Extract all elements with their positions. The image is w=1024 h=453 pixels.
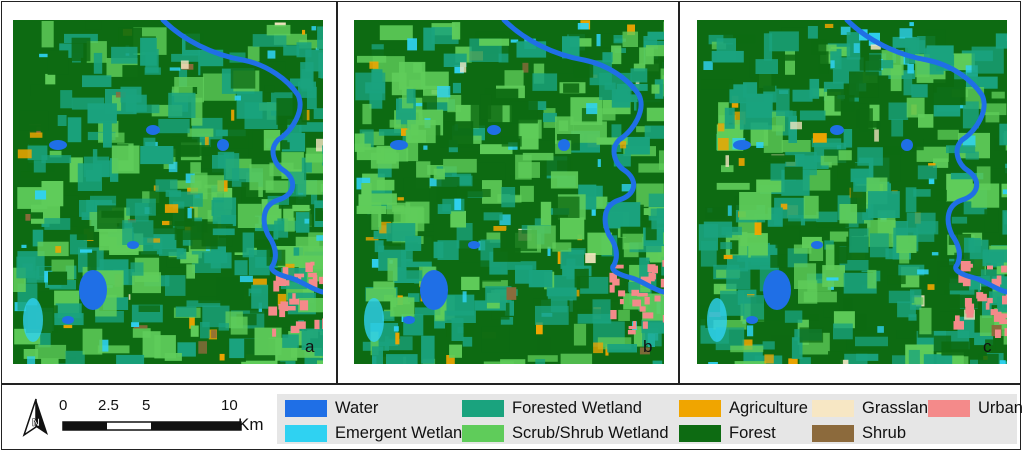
land-cover-map-c (697, 20, 1007, 364)
scale-bar (62, 421, 242, 431)
legend-area: N 0 2.5 5 10 Km Water Forested Wetland A… (2, 385, 1023, 449)
legend-swatch (928, 399, 970, 417)
map-panel-c (697, 20, 1007, 364)
legend-swatch (679, 424, 721, 442)
legend-box (277, 394, 1017, 444)
legend-label: Shrub (862, 423, 907, 442)
legend-item-agriculture: Agriculture (679, 397, 808, 419)
legend-label: Forest (729, 423, 776, 442)
legend-label: Grassland (862, 398, 938, 417)
legend-label: Forested Wetland (512, 398, 642, 417)
land-cover-map-a (13, 20, 323, 364)
legend-label: Agriculture (729, 398, 808, 417)
scale-tick-label: 2.5 (98, 397, 119, 414)
panel-label-c: c (983, 337, 992, 356)
legend-item-urban: Urban (928, 397, 1023, 419)
legend-swatch (285, 399, 327, 417)
legend-swatch (812, 424, 854, 442)
legend-swatch (462, 399, 504, 417)
legend-item-forest: Forest (679, 422, 776, 444)
legend-label: Urban (978, 398, 1023, 417)
panel-label-b: b (643, 337, 653, 356)
panel-label-a: a (305, 337, 315, 356)
legend-label: Water (335, 398, 379, 417)
legend-swatch (679, 399, 721, 417)
legend-item-shrub: Shrub (812, 422, 906, 444)
legend-item-emergent-wetland: Emergent Wetland (285, 422, 471, 444)
map-panel-a (13, 20, 323, 364)
scale-tick-label: 0 (59, 397, 68, 414)
legend-label: Emergent Wetland (335, 423, 472, 442)
scale-unit: Km (238, 415, 264, 434)
panel-divider (678, 1, 680, 384)
legend-item-water: Water (285, 397, 378, 419)
map-panel-b (354, 20, 664, 364)
land-cover-map-b (354, 20, 664, 364)
legend-item-grassland: Grassland (812, 397, 937, 419)
legend-swatch (462, 424, 504, 442)
legend-swatch (285, 424, 327, 442)
north-label: N (32, 417, 40, 429)
panel-divider (336, 1, 338, 384)
legend-label: Scrub/Shrub Wetland (512, 423, 669, 442)
north-arrow-icon: N (22, 398, 48, 437)
legend-item-scrub-shrub-wetland: Scrub/Shrub Wetland (462, 422, 669, 444)
legend-item-forested-wetland: Forested Wetland (462, 397, 642, 419)
scale-tick-label: 5 (142, 397, 151, 414)
scale-tick-label: 10 (221, 397, 238, 414)
legend-swatch (812, 399, 854, 417)
legend-divider (1, 383, 1021, 385)
